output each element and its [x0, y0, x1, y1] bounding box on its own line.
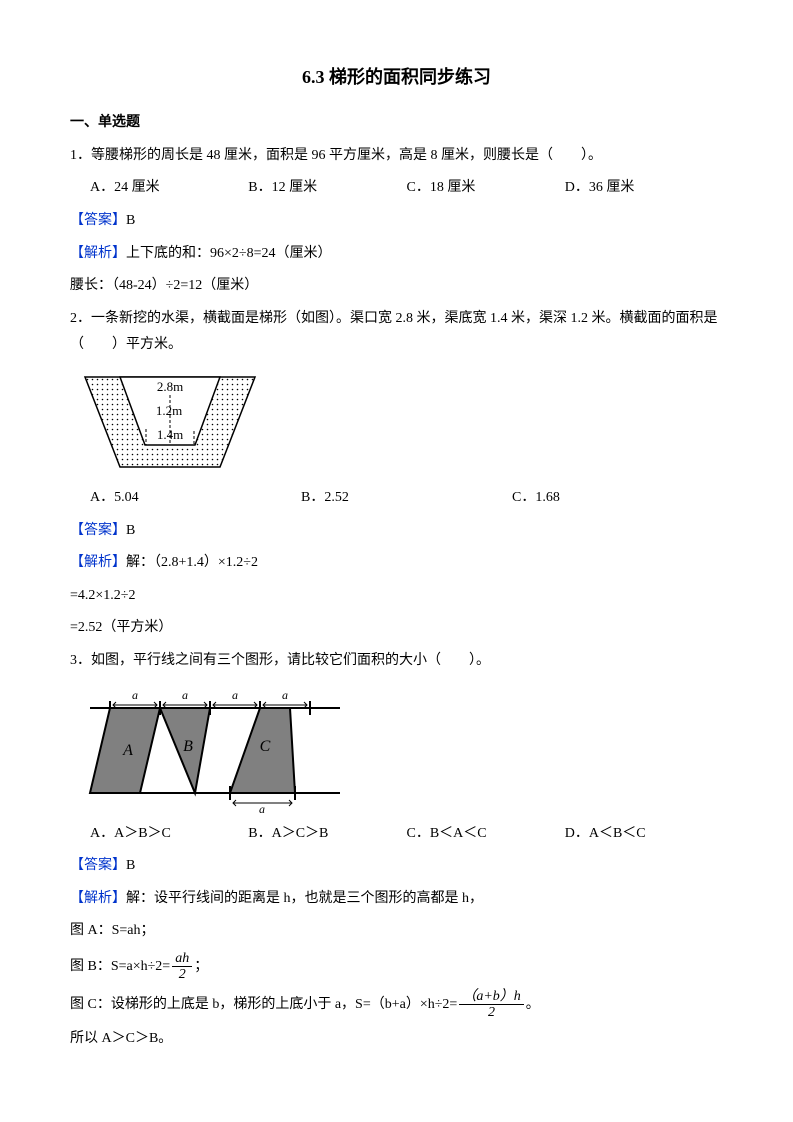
q3-exp1: 解：设平行线间的距离是 h，也就是三个图形的高都是 h， [126, 891, 483, 906]
q2-optB: B．2.52 [301, 485, 512, 512]
q3-text: 3．如图，平行线之间有三个图形，请比较它们面积的大小（ ）。 [70, 648, 723, 675]
svg-text:1.4m: 1.4m [157, 427, 183, 442]
explain-label: 【解析】 [70, 246, 126, 261]
q3-exp3-pre: 图 B：S=a×h÷2= [70, 959, 170, 974]
q1-answer-value: B [126, 213, 135, 228]
title: 6.3 梯形的面积同步练习 [70, 60, 723, 94]
q2-options: A．5.04 B．2.52 C．1.68 [90, 485, 723, 512]
svg-text:C: C [260, 738, 271, 755]
q3-exp4-pre: 图 C：设梯形的上底是 b，梯形的上底小于 a，S=（b+a）×h÷2= [70, 997, 457, 1012]
svg-text:B: B [183, 738, 193, 755]
svg-text:a: a [182, 688, 188, 702]
frac2-den: 2 [459, 1005, 523, 1020]
q3-optB: B．A＞C＞B [248, 821, 406, 848]
q3-answer-value: B [126, 858, 135, 873]
answer-label: 【答案】 [70, 523, 126, 538]
svg-text:a: a [282, 688, 288, 702]
svg-text:a: a [132, 688, 138, 702]
frac2: （a+b）h2 [459, 989, 523, 1021]
q1-answer: 【答案】B [70, 208, 723, 235]
q3-exp4-post: 。 [526, 997, 540, 1012]
q1-optC: C．18 厘米 [407, 175, 565, 202]
q2-exp1: 解：（2.8+1.4）×1.2÷2 [126, 555, 258, 570]
q2-exp3: =2.52（平方米） [70, 615, 723, 642]
q1-explain: 【解析】上下底的和：96×2÷8=24（厘米） [70, 241, 723, 268]
q3-optA: A．A＞B＞C [90, 821, 248, 848]
q2-text: 2．一条新挖的水渠，横截面是梯形（如图）。渠口宽 2.8 米，渠底宽 1.4 米… [70, 306, 723, 359]
q2-optC: C．1.68 [512, 485, 723, 512]
q2-answer: 【答案】B [70, 518, 723, 545]
q2-optA: A．5.04 [90, 485, 301, 512]
explain-label: 【解析】 [70, 555, 126, 570]
svg-text:A: A [122, 742, 133, 759]
svg-text:a: a [259, 802, 265, 813]
q1-text: 1．等腰梯形的周长是 48 厘米，面积是 96 平方厘米，高是 8 厘米，则腰长… [70, 143, 723, 170]
svg-text:a: a [232, 688, 238, 702]
q3-exp2: 图 A：S=ah； [70, 918, 723, 945]
q3-exp5: 所以 A＞C＞B。 [70, 1026, 723, 1053]
q3-explain: 【解析】解：设平行线间的距离是 h，也就是三个图形的高都是 h， [70, 886, 723, 913]
explain-label: 【解析】 [70, 891, 126, 906]
svg-text:1.2m: 1.2m [156, 403, 182, 418]
q3-exp4: 图 C：设梯形的上底是 b，梯形的上底小于 a，S=（b+a）×h÷2=（a+b… [70, 989, 723, 1021]
frac2-num: （a+b）h [459, 989, 523, 1005]
q3-optC: C．B＜A＜C [407, 821, 565, 848]
q1-options: A．24 厘米 B．12 厘米 C．18 厘米 D．36 厘米 [90, 175, 723, 202]
section-heading: 一、单选题 [70, 110, 723, 137]
q1-exp2: 腰长：（48-24）÷2=12（厘米） [70, 273, 723, 300]
answer-label: 【答案】 [70, 213, 126, 228]
svg-text:2.8m: 2.8m [157, 379, 183, 394]
q2-exp2: =4.2×1.2÷2 [70, 583, 723, 610]
q3-answer: 【答案】B [70, 853, 723, 880]
q3-options: A．A＞B＞C B．A＞C＞B C．B＜A＜C D．A＜B＜C [90, 821, 723, 848]
q2-answer-value: B [126, 523, 135, 538]
q3-optD: D．A＜B＜C [565, 821, 723, 848]
frac1-num: ah [172, 951, 192, 967]
frac1: ah2 [172, 951, 192, 983]
answer-label: 【答案】 [70, 858, 126, 873]
q1-optB: B．12 厘米 [248, 175, 406, 202]
q1-optA: A．24 厘米 [90, 175, 248, 202]
q2-figure: 2.8m 1.2m 1.4m [80, 367, 260, 477]
q3-exp3: 图 B：S=a×h÷2=ah2； [70, 951, 723, 983]
q1-optD: D．36 厘米 [565, 175, 723, 202]
frac1-den: 2 [172, 967, 192, 982]
q3-exp3-post: ； [194, 959, 208, 974]
q3-figure: a a a a A B C a [80, 683, 350, 813]
q1-exp1: 上下底的和：96×2÷8=24（厘米） [126, 246, 331, 261]
q2-explain: 【解析】解：（2.8+1.4）×1.2÷2 [70, 550, 723, 577]
